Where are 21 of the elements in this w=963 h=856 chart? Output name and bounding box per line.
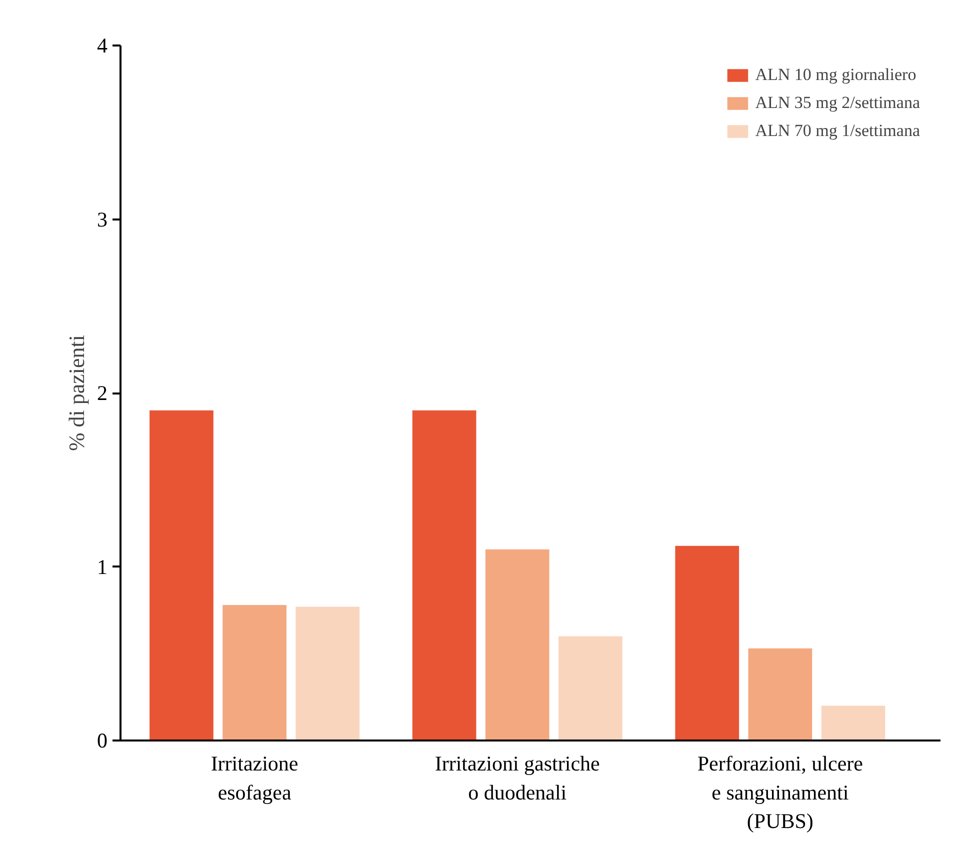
bar	[296, 606, 360, 740]
bar	[150, 410, 214, 740]
y-tick-label: 1	[97, 554, 108, 579]
legend-label: ALN 10 mg giornaliero	[755, 65, 916, 85]
bar	[821, 706, 886, 740]
y-axis-title: % di pazienti	[64, 334, 89, 452]
bar	[485, 549, 550, 740]
y-tick-label: 0	[97, 728, 108, 752]
bar	[222, 604, 286, 740]
bar	[748, 648, 812, 740]
y-tick-label: 4	[97, 34, 108, 58]
y-tick-label: 3	[97, 207, 108, 232]
legend-label: ALN 35 mg 2/settimana	[755, 93, 920, 113]
y-tick-label: 2	[97, 381, 108, 405]
legend-label: ALN 70 mg 1/settimana	[755, 121, 920, 141]
x-tick-label: Irritazione esofagea	[210, 752, 298, 804]
x-tick-label: Irritazioni gastriche o duodenali	[434, 752, 600, 804]
x-tick-label: Perforazioni, ulcere e sanguinamenti (PUBS)	[697, 752, 863, 834]
bar	[412, 410, 476, 740]
bar	[558, 636, 622, 740]
bar	[675, 546, 740, 740]
